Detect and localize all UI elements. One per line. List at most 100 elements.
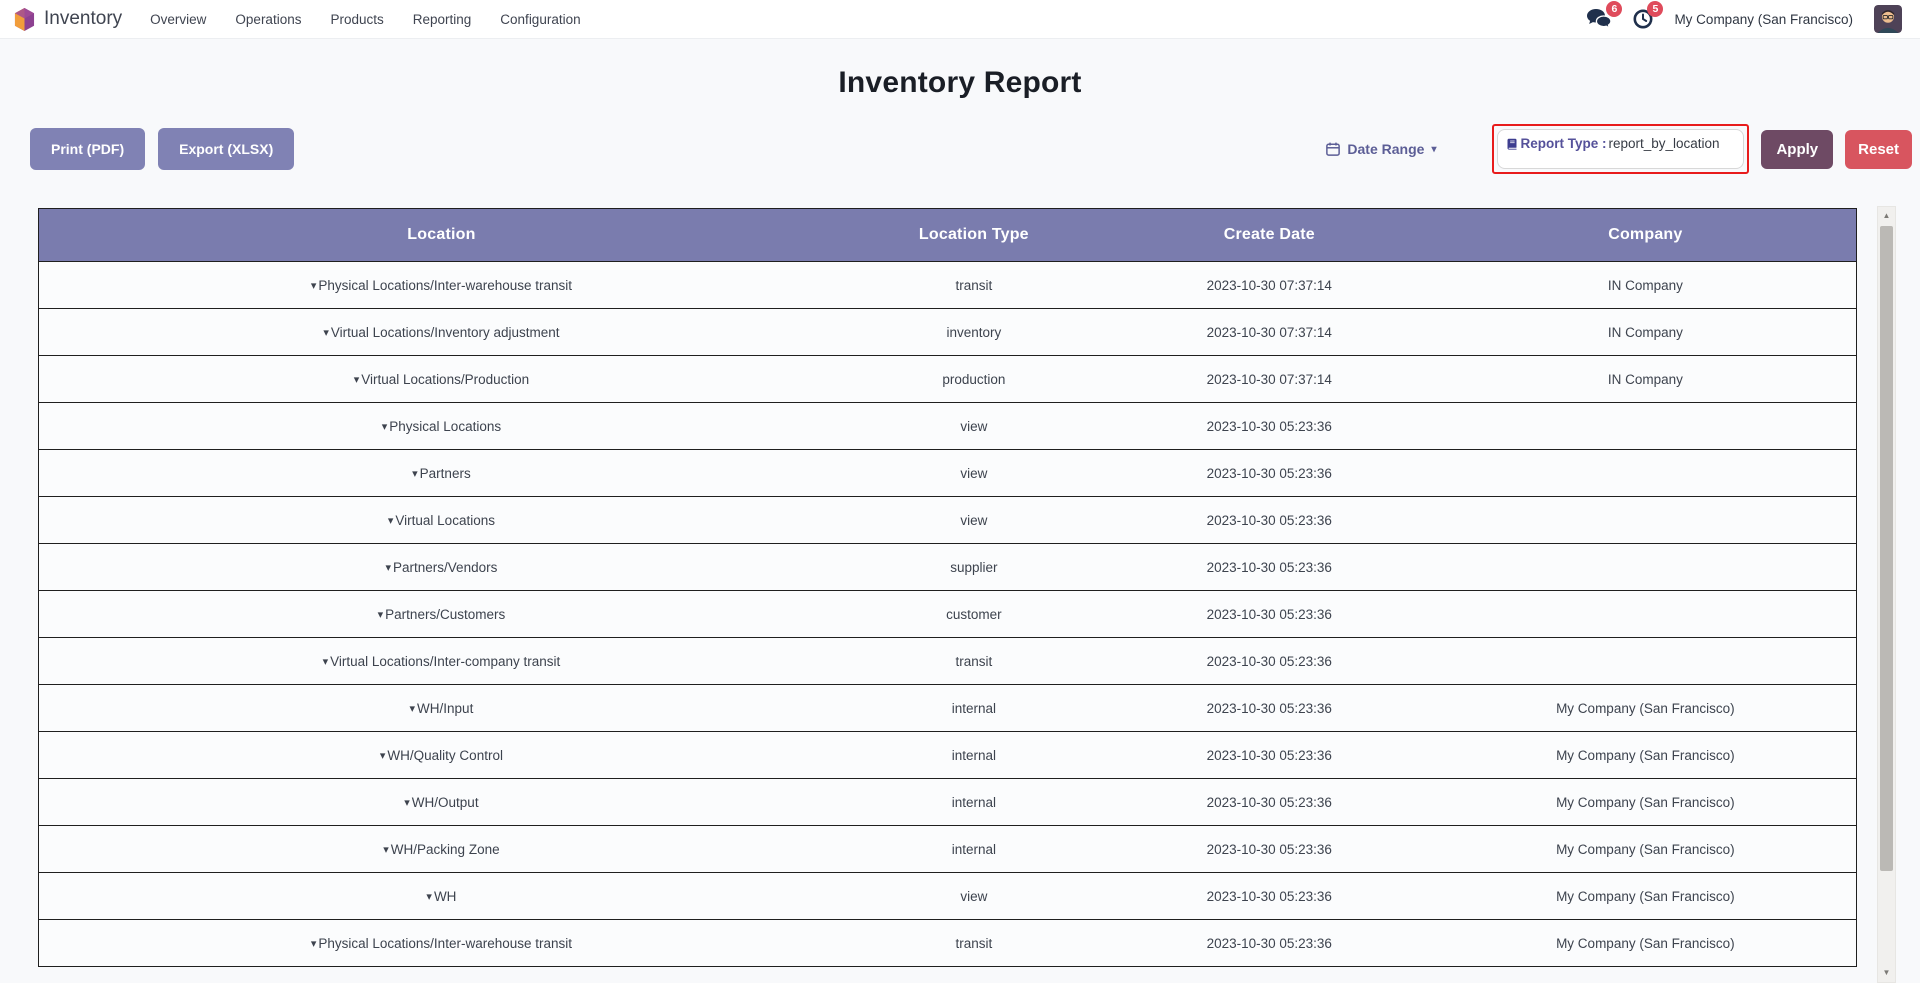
table-row: ▾ Physical Locations/Inter-warehouse tran…: [38, 919, 1857, 967]
location-cell: ▾ Partners/Vendors: [38, 543, 844, 591]
systray: 6 5 My Company (San Francisco): [1587, 1, 1902, 33]
location-cell: ▾ Physical Locations/Inter-warehouse tran…: [38, 919, 844, 967]
expand-caret-icon[interactable]: ▾: [379, 749, 386, 762]
location-type-cell: internal: [843, 825, 1104, 873]
location-text: Partners/Vendors: [393, 559, 498, 575]
table-header-row: Location Location Type Create Date Compa…: [38, 208, 1857, 262]
app-switcher[interactable]: Inventory: [14, 7, 123, 31]
table-row: ▾ Virtual Locations view 2023-10-30 05:23…: [38, 496, 1857, 544]
location-type-cell: transit: [843, 919, 1104, 967]
expand-caret-icon[interactable]: ▾: [387, 514, 394, 527]
header-company: Company: [1434, 208, 1857, 262]
table-row: ▾ WH view 2023-10-30 05:23:36 My Company …: [38, 872, 1857, 920]
create-date-cell: 2023-10-30 05:23:36: [1103, 684, 1435, 732]
location-cell: ▾ Partners: [38, 449, 844, 497]
expand-caret-icon[interactable]: ▾: [322, 655, 329, 668]
location-type-cell: internal: [843, 684, 1104, 732]
header-create-date: Create Date: [1103, 208, 1435, 262]
company-cell: My Company (San Francisco): [1434, 919, 1857, 967]
company-cell: [1434, 590, 1857, 638]
menu-configuration[interactable]: Configuration: [500, 11, 581, 27]
location-type-cell: internal: [843, 731, 1104, 779]
table-row: ▾ Virtual Locations/Production production…: [38, 355, 1857, 403]
table-row: ▾ Virtual Locations/Inter-company transit…: [38, 637, 1857, 685]
expand-caret-icon[interactable]: ▾: [381, 420, 388, 433]
menu-products[interactable]: Products: [330, 11, 384, 27]
location-cell: ▾ Virtual Locations/Production: [38, 355, 844, 403]
chat-bubbles-icon: [1587, 9, 1612, 29]
company-cell: My Company (San Francisco): [1434, 825, 1857, 873]
menu-operations[interactable]: Operations: [235, 11, 302, 27]
header-location: Location: [38, 208, 844, 262]
location-type-cell: production: [843, 355, 1104, 403]
activities-button[interactable]: 5: [1633, 1, 1664, 29]
table-row: ▾ Partners/Vendors supplier 2023-10-30 05…: [38, 543, 1857, 591]
messages-button[interactable]: 6: [1587, 1, 1623, 29]
location-text: WH/Output: [411, 794, 479, 810]
expand-caret-icon[interactable]: ▾: [310, 937, 317, 950]
location-text: Physical Locations/Inter-warehouse trans…: [318, 935, 573, 951]
expand-caret-icon[interactable]: ▾: [353, 373, 360, 386]
location-cell: ▾ WH: [38, 872, 844, 920]
app-name: Inventory: [44, 8, 123, 29]
company-cell: IN Company: [1434, 261, 1857, 309]
table-row: ▾ WH/Input internal 2023-10-30 05:23:36 M…: [38, 684, 1857, 732]
scrollbar-thumb[interactable]: [1880, 226, 1893, 871]
create-date-cell: 2023-10-30 05:23:36: [1103, 496, 1435, 544]
expand-caret-icon[interactable]: ▾: [383, 843, 389, 856]
location-type-cell: inventory: [843, 308, 1104, 356]
table-row: ▾ Virtual Locations/Inventory adjustment …: [38, 308, 1857, 356]
top-navbar: Inventory Overview Operations Products R…: [0, 0, 1920, 39]
expand-caret-icon[interactable]: ▾: [310, 279, 317, 292]
location-type-cell: view: [843, 449, 1104, 497]
location-text: Virtual Locations/Inter-company transit: [330, 653, 561, 669]
expand-caret-icon[interactable]: ▾: [404, 796, 410, 809]
location-text: Virtual Locations/Production: [361, 371, 530, 387]
location-text: WH: [433, 888, 457, 904]
expand-caret-icon[interactable]: ▾: [377, 608, 384, 621]
vertical-scrollbar[interactable]: ▲ ▼: [1877, 206, 1896, 983]
reset-button[interactable]: Reset: [1845, 129, 1912, 169]
export-xlsx-button[interactable]: Export (XLSX): [158, 128, 295, 170]
location-type-cell: transit: [843, 637, 1104, 685]
report-type-label: Report Type :: [1506, 135, 1606, 152]
location-cell: ▾ Virtual Locations/Inter-company transit: [38, 637, 844, 685]
table-row: ▾ Partners/Customers customer 2023-10-30 …: [38, 590, 1857, 638]
create-date-cell: 2023-10-30 07:37:14: [1103, 355, 1435, 403]
location-text: Physical Locations/Inter-warehouse trans…: [318, 277, 573, 293]
scroll-up-arrow[interactable]: ▲: [1882, 211, 1891, 220]
create-date-cell: 2023-10-30 05:23:36: [1103, 449, 1435, 497]
company-cell: [1434, 449, 1857, 497]
location-text: WH/Quality Control: [387, 747, 503, 763]
location-cell: ▾ Virtual Locations/Inventory adjustment: [38, 308, 844, 356]
company-cell: IN Company: [1434, 355, 1857, 403]
expand-caret-icon[interactable]: ▾: [385, 561, 392, 574]
apply-button[interactable]: Apply: [1761, 129, 1834, 169]
menu-reporting[interactable]: Reporting: [412, 11, 472, 27]
table-row: ▾ WH/Quality Control internal 2023-10-30 …: [38, 731, 1857, 779]
expand-caret-icon[interactable]: ▾: [323, 326, 329, 339]
table-row: ▾ Physical Locations/Inter-warehouse tran…: [38, 261, 1857, 309]
expand-caret-icon[interactable]: ▾: [412, 467, 418, 480]
date-range-dropdown[interactable]: Date Range ▾: [1320, 140, 1442, 158]
table-row: ▾ WH/Packing Zone internal 2023-10-30 05:…: [38, 825, 1857, 873]
inventory-report-table: Location Location Type Create Date Compa…: [38, 208, 1857, 967]
location-cell: ▾ Physical Locations/Inter-warehouse tran…: [38, 261, 844, 309]
book-icon: [1506, 138, 1518, 150]
print-pdf-button[interactable]: Print (PDF): [30, 128, 146, 170]
create-date-cell: 2023-10-30 05:23:36: [1103, 590, 1435, 638]
user-avatar[interactable]: [1874, 5, 1902, 33]
location-text: Partners/Customers: [385, 606, 506, 622]
location-text: Virtual Locations: [395, 512, 495, 528]
location-cell: ▾ WH/Packing Zone: [38, 825, 844, 873]
scroll-down-arrow[interactable]: ▼: [1882, 968, 1891, 977]
user-company-menu[interactable]: My Company (San Francisco): [1674, 11, 1853, 27]
location-type-cell: internal: [843, 778, 1104, 826]
location-cell: ▾ Virtual Locations: [38, 496, 844, 544]
expand-caret-icon[interactable]: ▾: [426, 890, 432, 903]
date-range-label: Date Range: [1347, 141, 1425, 157]
menu-overview[interactable]: Overview: [150, 11, 207, 27]
location-cell: ▾ WH/Input: [38, 684, 844, 732]
expand-caret-icon[interactable]: ▾: [409, 702, 416, 715]
report-type-input[interactable]: Report Type : report_by_location: [1497, 129, 1745, 169]
